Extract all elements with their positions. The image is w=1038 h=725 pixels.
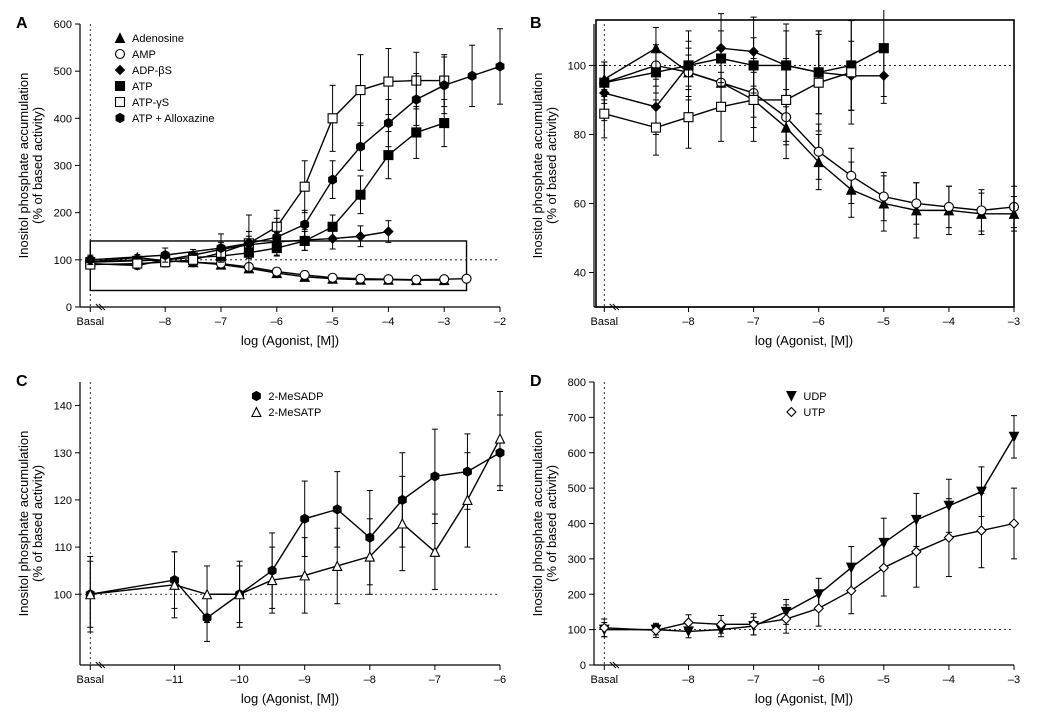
svg-text:2-MeSATP: 2-MeSATP	[268, 407, 321, 419]
svg-text:100: 100	[54, 589, 72, 601]
svg-text:(% of based activity): (% of based activity)	[544, 464, 559, 581]
svg-text:Adenosine: Adenosine	[132, 33, 184, 45]
svg-text:–6: –6	[271, 316, 283, 328]
svg-text:130: 130	[54, 447, 72, 459]
svg-text:–3: –3	[438, 316, 450, 328]
svg-text:ATP: ATP	[132, 81, 153, 93]
svg-text:Inositol phosphate accumulatio: Inositol phosphate accumulation	[530, 73, 545, 259]
svg-text:UTP: UTP	[803, 407, 825, 419]
svg-text:ATP + Alloxazine: ATP + Alloxazine	[132, 113, 214, 125]
panel-B: B 40 60 80 100 –8 –7 –6 –5 –4 –3 Basal Inositol phos…	[524, 10, 1028, 358]
svg-text:(% of based activity): (% of based activity)	[30, 107, 45, 224]
svg-text:200: 200	[54, 208, 72, 220]
svg-text:–11: –11	[166, 674, 184, 686]
svg-text:–6: –6	[494, 674, 506, 686]
svg-text:600: 600	[54, 19, 72, 31]
svg-text:AMP: AMP	[132, 49, 156, 61]
svg-text:Basal: Basal	[77, 674, 105, 686]
svg-text:120: 120	[54, 494, 72, 506]
svg-text:–7: –7	[215, 316, 227, 328]
svg-text:Basal: Basal	[591, 674, 619, 686]
svg-text:–8: –8	[159, 316, 171, 328]
svg-text:log (Agonist, [M]): log (Agonist, [M])	[755, 691, 853, 706]
panel-D: D 0 100 200 300 400 500 600 700 800 –8 –7 –6 –5 –4 –3 Ba…	[524, 368, 1028, 716]
svg-text:log (Agonist, [M]): log (Agonist, [M])	[241, 691, 339, 706]
svg-text:ATP-γS: ATP-γS	[132, 97, 169, 109]
svg-text:80: 80	[574, 129, 586, 141]
svg-text:600: 600	[568, 447, 586, 459]
svg-text:–9: –9	[299, 674, 311, 686]
svg-text:0: 0	[580, 660, 586, 672]
svg-text:–2: –2	[494, 316, 506, 328]
svg-text:–6: –6	[813, 674, 825, 686]
svg-text:–8: –8	[682, 316, 694, 328]
panel-A: A 0 100 200 300 400 500 600 –8 –7 –6 –5 –4 –3 –2 Basal I…	[10, 10, 514, 358]
svg-text:300: 300	[568, 553, 586, 565]
svg-text:400: 400	[54, 113, 72, 125]
svg-text:log (Agonist, [M]): log (Agonist, [M])	[755, 333, 853, 348]
svg-text:–10: –10	[230, 674, 248, 686]
svg-text:C: C	[16, 373, 28, 390]
svg-text:–7: –7	[429, 674, 441, 686]
svg-text:–5: –5	[878, 674, 890, 686]
svg-text:–5: –5	[878, 316, 890, 328]
svg-text:–6: –6	[813, 316, 825, 328]
svg-text:500: 500	[568, 483, 586, 495]
svg-text:200: 200	[568, 589, 586, 601]
svg-text:Inositol phosphate accumulatio: Inositol phosphate accumulation	[530, 430, 545, 616]
svg-text:–7: –7	[747, 674, 759, 686]
svg-text:D: D	[530, 373, 542, 390]
svg-text:500: 500	[54, 66, 72, 78]
svg-text:–8: –8	[682, 674, 694, 686]
svg-text:100: 100	[568, 624, 586, 636]
svg-text:A: A	[16, 15, 28, 32]
svg-text:–5: –5	[326, 316, 338, 328]
svg-text:0: 0	[66, 302, 72, 314]
svg-text:60: 60	[574, 198, 586, 210]
svg-text:ADP-βS: ADP-βS	[132, 65, 172, 77]
svg-text:UDP: UDP	[803, 391, 826, 403]
svg-text:100: 100	[568, 60, 586, 72]
svg-text:Inositol phosphate accumulatio: Inositol phosphate accumulation	[16, 73, 31, 259]
svg-text:700: 700	[568, 412, 586, 424]
svg-text:300: 300	[54, 161, 72, 173]
svg-text:–3: –3	[1008, 674, 1020, 686]
svg-text:–8: –8	[364, 674, 376, 686]
svg-text:–4: –4	[382, 316, 394, 328]
svg-text:log (Agonist, [M]): log (Agonist, [M])	[241, 333, 339, 348]
svg-text:Inositol phosphate accumulatio: Inositol phosphate accumulation	[16, 430, 31, 616]
svg-text:40: 40	[574, 267, 586, 279]
svg-text:–7: –7	[747, 316, 759, 328]
svg-text:(% of based activity): (% of based activity)	[30, 464, 45, 581]
svg-text:–3: –3	[1008, 316, 1020, 328]
svg-text:B: B	[530, 15, 542, 32]
svg-text:110: 110	[54, 542, 72, 554]
svg-text:100: 100	[54, 255, 72, 267]
svg-text:–4: –4	[943, 316, 955, 328]
svg-text:140: 140	[54, 400, 72, 412]
figure-grid: A0100200300400500600–8–7–6–5–4–3–2BasalI…	[10, 10, 1028, 715]
panel-C: C 100 110 120 130 140 –11 –10 –9 –8 –7 –6 Basal Inosi…	[10, 368, 514, 716]
svg-text:–4: –4	[943, 674, 955, 686]
svg-text:400: 400	[568, 518, 586, 530]
svg-text:Basal: Basal	[77, 316, 105, 328]
svg-text:2-MeSADP: 2-MeSADP	[268, 391, 323, 403]
svg-text:800: 800	[568, 377, 586, 389]
svg-text:(% of based activity): (% of based activity)	[544, 107, 559, 224]
svg-text:Basal: Basal	[591, 316, 619, 328]
